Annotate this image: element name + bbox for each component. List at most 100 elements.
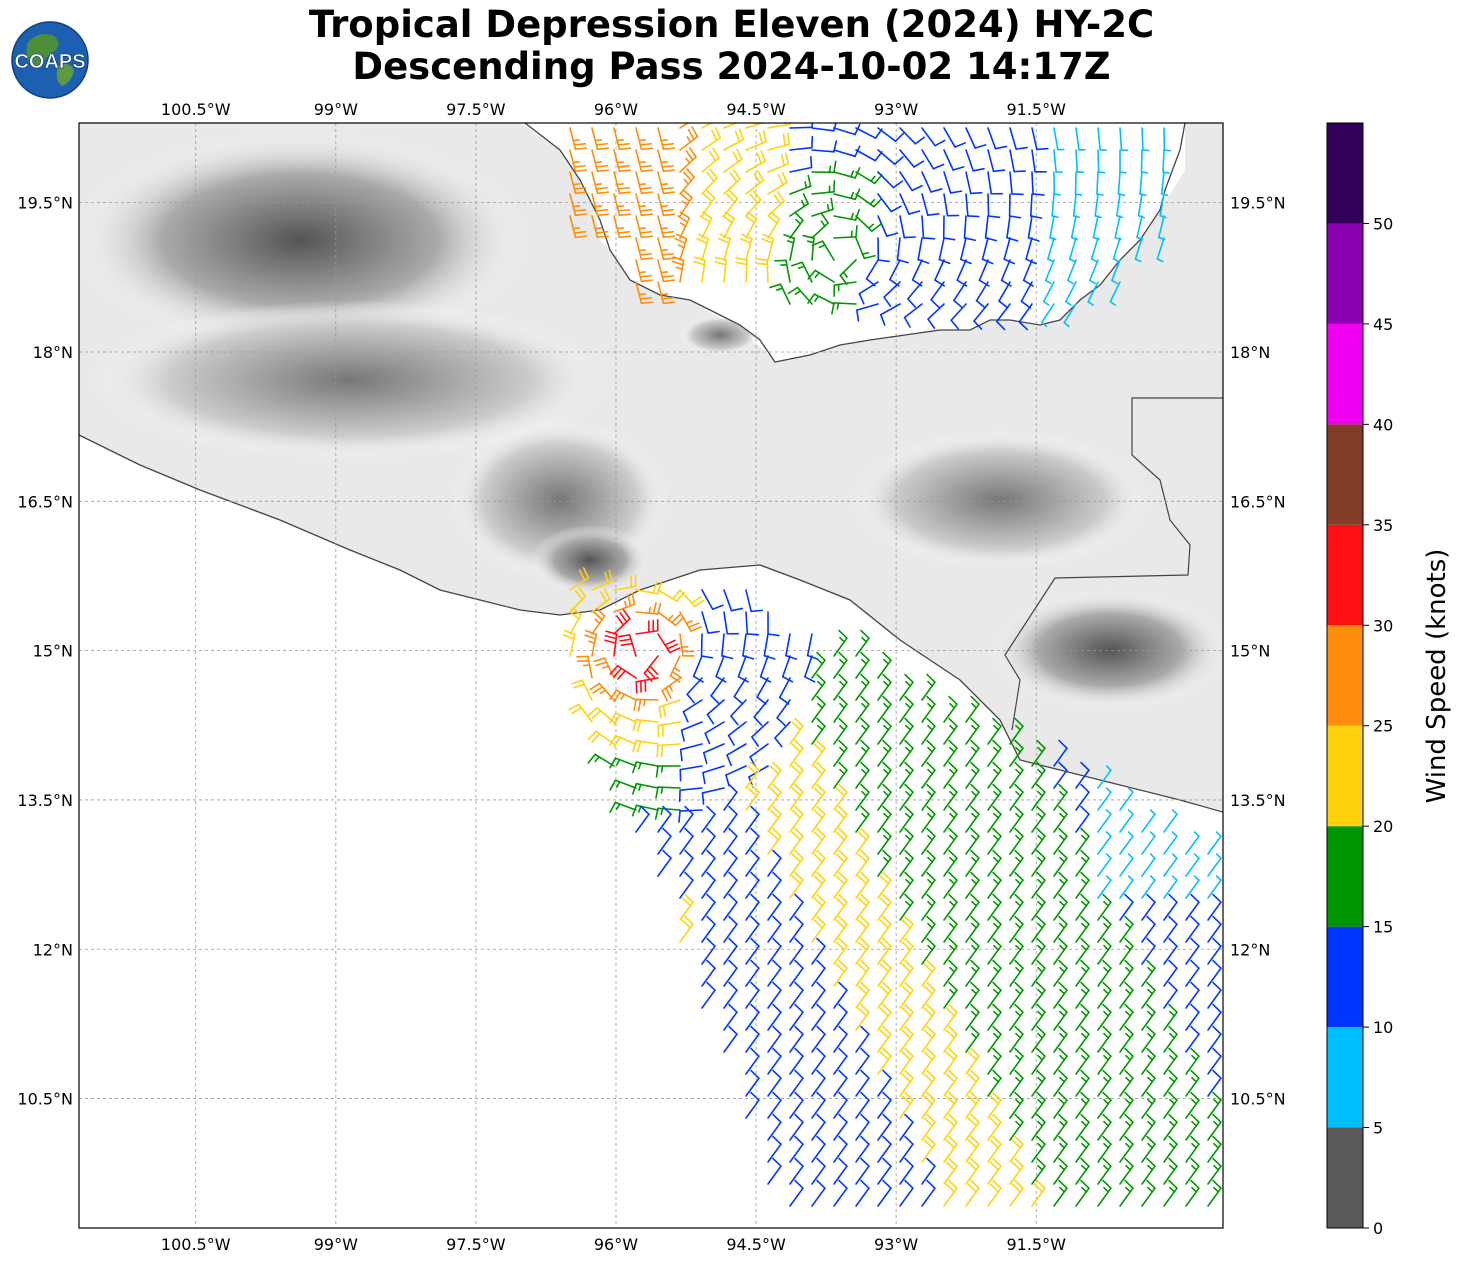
wind-barb (965, 783, 980, 811)
wind-barb (987, 981, 1002, 1009)
wind-barb (789, 915, 804, 943)
wind-barb (956, 259, 968, 287)
wind-barb (591, 569, 613, 591)
wind-barb (591, 127, 610, 151)
wind-barb (632, 739, 659, 753)
wind-barb (855, 937, 870, 965)
wind-barb (1156, 237, 1165, 263)
wind-barb (1031, 783, 1046, 811)
wind-barb (1087, 281, 1099, 306)
wind-barb (1053, 827, 1068, 855)
wind-barb (1163, 1069, 1178, 1097)
wind-barb (1163, 853, 1178, 877)
coastline-gulf (524, 123, 1186, 363)
lat-tick-label-right: 10.5°N (1230, 1090, 1286, 1109)
wind-barb (1031, 1179, 1046, 1207)
wind-barb (1075, 1113, 1090, 1141)
wind-barb (657, 259, 676, 283)
lon-tick-label-bottom: 97.5°W (446, 1235, 506, 1254)
wind-barb (930, 281, 945, 309)
colorbar-tick-label: 30 (1373, 616, 1393, 635)
wind-barb (745, 130, 768, 151)
wind-barb (943, 1179, 958, 1207)
wind-barb (965, 805, 980, 833)
wind-barb (965, 937, 980, 965)
wind-barb (833, 783, 848, 811)
wind-barb (965, 761, 980, 789)
wind-barb (657, 171, 676, 195)
wind-barb (723, 169, 741, 195)
wind-barb (789, 1003, 804, 1031)
wind-barb (1009, 805, 1024, 833)
figure-title: Tropical Depression Eleven (2024) HY-2C … (0, 4, 1463, 88)
wind-barb (1053, 915, 1068, 943)
wind-barb (1009, 783, 1024, 811)
wind-barb (833, 225, 858, 239)
wind-barb (811, 937, 826, 965)
wind-barb (1053, 959, 1068, 987)
wind-barb (1053, 1069, 1068, 1097)
wind-barb (745, 611, 760, 636)
coaps-logo-icon: COAPS (11, 21, 89, 99)
wind-barb (1063, 303, 1077, 328)
wind-barb (877, 1047, 892, 1075)
wind-barb (943, 739, 958, 767)
wind-barb (1163, 127, 1172, 152)
wind-barb (802, 234, 815, 261)
wind-barb (745, 827, 760, 855)
wind-barb (655, 786, 681, 799)
wind-barb (723, 849, 738, 877)
wind-barb (1185, 981, 1200, 1009)
wind-barb (1009, 739, 1024, 767)
wind-barb (811, 1069, 826, 1097)
wind-barb (1185, 1157, 1200, 1185)
wind-barb (1031, 1135, 1046, 1163)
wind-barb (1075, 893, 1090, 921)
wind-barb (855, 1003, 870, 1031)
wind-barb (569, 607, 582, 635)
wind-barb (943, 827, 958, 855)
wind-barb (965, 739, 980, 767)
wind-barb (855, 805, 870, 833)
wind-barb (767, 611, 780, 637)
wind-barb (883, 281, 901, 307)
wind-barb (965, 1157, 980, 1185)
wind-barb (613, 171, 632, 195)
wind-barb (1053, 805, 1068, 833)
wind-barb (767, 915, 782, 943)
wind-barb (1141, 959, 1156, 987)
wind-barb (1018, 303, 1033, 331)
wind-barb (858, 281, 879, 305)
wind-barb (635, 281, 654, 305)
wind-barb (591, 193, 610, 217)
wind-barb (1009, 1113, 1024, 1141)
wind-barb (702, 765, 725, 785)
wind-barb (604, 630, 618, 657)
wind-barb (789, 1047, 804, 1075)
wind-barb (899, 1003, 914, 1031)
wind-barb (987, 1091, 1002, 1119)
wind-barb (965, 1047, 980, 1075)
wind-barb (877, 981, 892, 1009)
wind-barb (1141, 875, 1156, 899)
wind-barb (635, 149, 654, 173)
wind-barb (943, 871, 958, 899)
wind-barb (927, 303, 945, 329)
wind-barb (987, 1157, 1002, 1185)
wind-barb (1031, 805, 1046, 833)
wind-barb (855, 893, 870, 921)
wind-barb (1031, 893, 1046, 921)
wind-barb (745, 915, 760, 943)
wind-barb (855, 1113, 870, 1141)
wind-barb (789, 174, 812, 195)
wind-barb (807, 269, 835, 283)
wind-barb (1207, 937, 1222, 965)
wind-barb (1097, 831, 1112, 855)
wind-barb (1097, 1069, 1112, 1097)
wind-barb (1044, 259, 1055, 285)
wind-barb (1075, 1069, 1090, 1097)
wind-barb (877, 149, 904, 166)
wind-barb (1009, 1091, 1024, 1119)
border-guatemala (1004, 397, 1223, 731)
wind-barb (767, 1113, 782, 1141)
